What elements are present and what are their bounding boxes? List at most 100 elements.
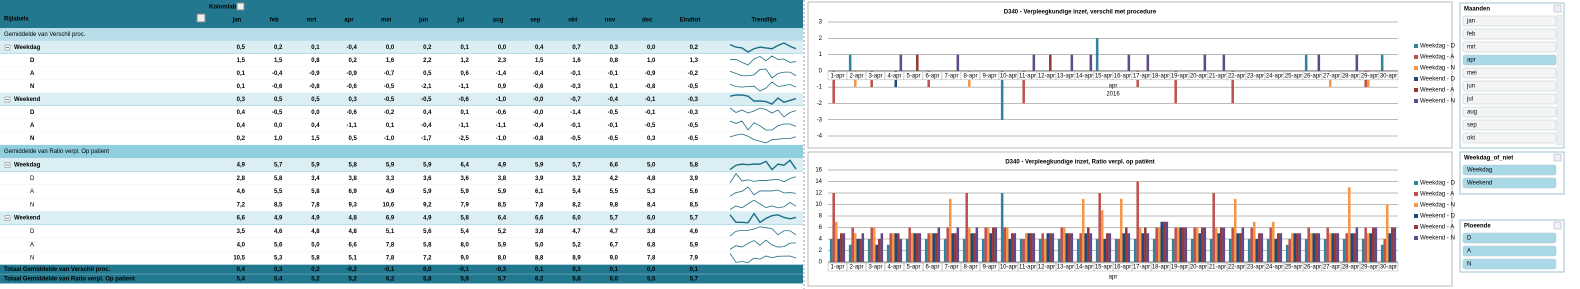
cell-value: 1,2 xyxy=(460,58,469,64)
cell-value: 1,5 xyxy=(311,136,320,142)
bar xyxy=(1288,239,1291,262)
bar xyxy=(1127,233,1131,262)
bar xyxy=(954,233,957,262)
bar xyxy=(1222,54,1226,71)
slicer-item[interactable] xyxy=(1462,54,1557,66)
slicer-item[interactable] xyxy=(1462,258,1557,270)
x-tick-label: 24-apr xyxy=(1266,265,1283,271)
filter-button[interactable] xyxy=(196,13,206,23)
bar xyxy=(1060,227,1063,262)
bar xyxy=(1236,233,1240,262)
bar xyxy=(1328,233,1332,262)
row-label: D xyxy=(30,58,35,64)
bar xyxy=(986,227,990,262)
cell-value: -0,5 xyxy=(688,123,699,129)
bar xyxy=(897,233,900,262)
slicer-clear-button[interactable] xyxy=(1553,221,1562,230)
bar xyxy=(1157,227,1161,262)
x-tick-label: 18-apr xyxy=(1152,265,1169,271)
bar xyxy=(1182,227,1185,262)
cell-value: 5,6 xyxy=(274,242,283,248)
cell-value: 7,8 xyxy=(535,202,544,208)
cell-value: -0,4 xyxy=(533,123,544,129)
slicer-title: Ploeende xyxy=(1464,224,1491,230)
slicer-item-label: jan xyxy=(1466,19,1475,25)
x-tick-label: 27-apr xyxy=(1323,265,1340,271)
y-tick-label: 10 xyxy=(815,202,822,208)
filter-button[interactable] xyxy=(236,2,245,11)
cell-value: 4,8 xyxy=(311,229,320,235)
cell-value: 7,2 xyxy=(423,256,432,262)
slicer-clear-button[interactable] xyxy=(1553,4,1562,13)
slicer-item[interactable] xyxy=(1462,93,1557,105)
x-axis-label: apr xyxy=(1109,275,1118,281)
bar xyxy=(1345,233,1348,262)
bar xyxy=(1114,239,1118,262)
slicer-item[interactable] xyxy=(1462,245,1557,257)
sparkline xyxy=(730,55,797,66)
cell-value: 0,1 xyxy=(535,267,544,273)
cell-value: 4,8 xyxy=(647,176,656,182)
bar xyxy=(1239,233,1242,262)
bar xyxy=(1119,198,1123,262)
slicer-item[interactable] xyxy=(1462,177,1557,189)
cell-value: 3,9 xyxy=(535,176,544,182)
bar xyxy=(948,198,952,262)
cell-value: 5,2 xyxy=(349,277,358,283)
cell-value: 0,0 xyxy=(386,45,395,51)
cell-value: -0,6 xyxy=(347,110,358,116)
cell-value: 6,7 xyxy=(610,242,619,248)
slicer-item-label: mrt xyxy=(1467,45,1476,51)
cell-value: -0,1 xyxy=(570,123,581,129)
slicer-item[interactable] xyxy=(1462,119,1557,131)
row-background xyxy=(0,132,803,145)
cell-value: 5,4 xyxy=(572,189,581,195)
y-tick-label: 14 xyxy=(815,179,822,185)
cell-value: 1,0 xyxy=(274,136,283,142)
bar xyxy=(1174,70,1177,104)
bar xyxy=(1296,233,1299,262)
row-label: A xyxy=(30,123,35,129)
x-tick-label: 25-apr xyxy=(1285,265,1302,271)
slicer-item[interactable] xyxy=(1462,164,1557,176)
chart-title: D340 - Verpleegkundige inzet, verschil m… xyxy=(1004,10,1157,16)
slicer-item[interactable] xyxy=(1462,232,1557,244)
slicer-item-label: jun xyxy=(1466,84,1475,90)
cell-value: 4,6 xyxy=(274,229,283,235)
slicer-scrollbar xyxy=(1556,14,1563,146)
cell-value: 4,9 xyxy=(423,216,432,222)
cell-value: 8,9 xyxy=(572,256,581,262)
cell-value: 6,6 xyxy=(349,242,358,248)
bar xyxy=(1108,233,1112,262)
cell-value: -0,6 xyxy=(496,110,507,116)
cell-value: 8,5 xyxy=(274,202,283,208)
slicer-clear-button[interactable] xyxy=(1553,153,1562,162)
slicer-item[interactable] xyxy=(1462,15,1557,27)
cell-value: -0,3 xyxy=(570,84,581,90)
slicer-item[interactable] xyxy=(1462,41,1557,53)
cell-value: 5,5 xyxy=(610,189,619,195)
row-background xyxy=(0,198,803,212)
slicer-item[interactable] xyxy=(1462,132,1557,144)
bar xyxy=(916,233,919,262)
bar xyxy=(1260,233,1264,262)
slicer-item[interactable] xyxy=(1462,28,1557,40)
bar xyxy=(1279,233,1283,262)
slicer-item[interactable] xyxy=(1462,67,1557,79)
bar xyxy=(1293,233,1297,262)
bar xyxy=(1019,239,1023,262)
slicer-item[interactable] xyxy=(1462,106,1557,118)
slicer-item-label: sep xyxy=(1467,123,1477,129)
cell-value: 0,3 xyxy=(274,267,283,273)
cell-value: -0,8 xyxy=(645,84,656,90)
slicer-item-label: A xyxy=(1467,249,1471,255)
slicer-item[interactable] xyxy=(1462,80,1557,92)
cell-value: -0,7 xyxy=(570,97,581,103)
legend-label: Weekdag - A xyxy=(1420,55,1454,61)
cell-value: 5,8 xyxy=(460,216,469,222)
x-tick-label: 1-apr xyxy=(830,73,844,79)
cell-value: -1,1 xyxy=(347,123,358,129)
bar xyxy=(1315,233,1318,262)
bar xyxy=(973,233,976,262)
cell-value: -0,6 xyxy=(458,97,469,103)
